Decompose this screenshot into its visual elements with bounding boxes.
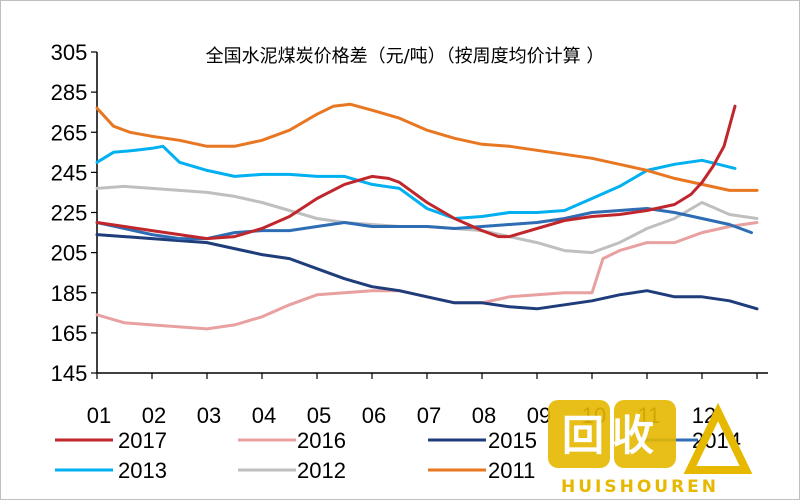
x-tick-label: 08 — [472, 403, 496, 428]
x-tick-label: 06 — [362, 403, 386, 428]
y-tick-label: 225 — [51, 201, 88, 226]
legend-label-2012: 2012 — [297, 458, 346, 483]
series-line-2017 — [95, 104, 737, 241]
watermark-box-1 — [548, 400, 610, 468]
y-tick-label: 305 — [51, 40, 88, 65]
chart-title: 全国水泥煤炭价格差（元/吨）（按周度均价计算 ） — [206, 46, 605, 67]
series-line-2014 — [95, 207, 753, 241]
x-tick-label: 03 — [197, 403, 221, 428]
watermark-box-2 — [614, 400, 676, 468]
x-tick-label: 09 — [527, 403, 551, 428]
x-tick-label: 04 — [252, 403, 276, 428]
y-tick-label: 285 — [51, 80, 88, 105]
y-tick-label: 185 — [51, 281, 88, 306]
y-tick-label: 245 — [51, 160, 88, 185]
watermark: 回收 HUISHOUREN — [548, 400, 753, 497]
series-layer — [95, 102, 759, 331]
y-tick-label: 145 — [51, 361, 88, 386]
series-line-2015 — [95, 233, 759, 311]
x-axis-ticks: 010203040506070809101112 — [87, 373, 758, 428]
watermark-arrow-icon — [683, 402, 753, 474]
series-line-2013 — [95, 144, 737, 220]
x-tick-label: 02 — [142, 403, 166, 428]
legend-label-2015: 2015 — [488, 428, 537, 453]
series-line-2011 — [95, 102, 759, 192]
x-tick-label: 01 — [87, 403, 111, 428]
legend-label-2016: 2016 — [297, 428, 346, 453]
y-tick-label: 205 — [51, 241, 88, 266]
y-tick-label: 165 — [51, 321, 88, 346]
y-axis-ticks: 305 285 265 245 225 205 185 165 145 — [51, 40, 97, 386]
watermark-text: HUISHOUREN — [561, 477, 719, 497]
legend-label-2013: 2013 — [118, 458, 167, 483]
x-tick-label: 07 — [417, 403, 441, 428]
watermark-glyphs: 回收 — [562, 411, 662, 460]
legend-label-2011: 2011 — [488, 458, 535, 483]
y-tick-label: 265 — [51, 120, 88, 145]
legend-label-2017: 2017 — [118, 428, 167, 453]
x-tick-label: 05 — [307, 403, 331, 428]
